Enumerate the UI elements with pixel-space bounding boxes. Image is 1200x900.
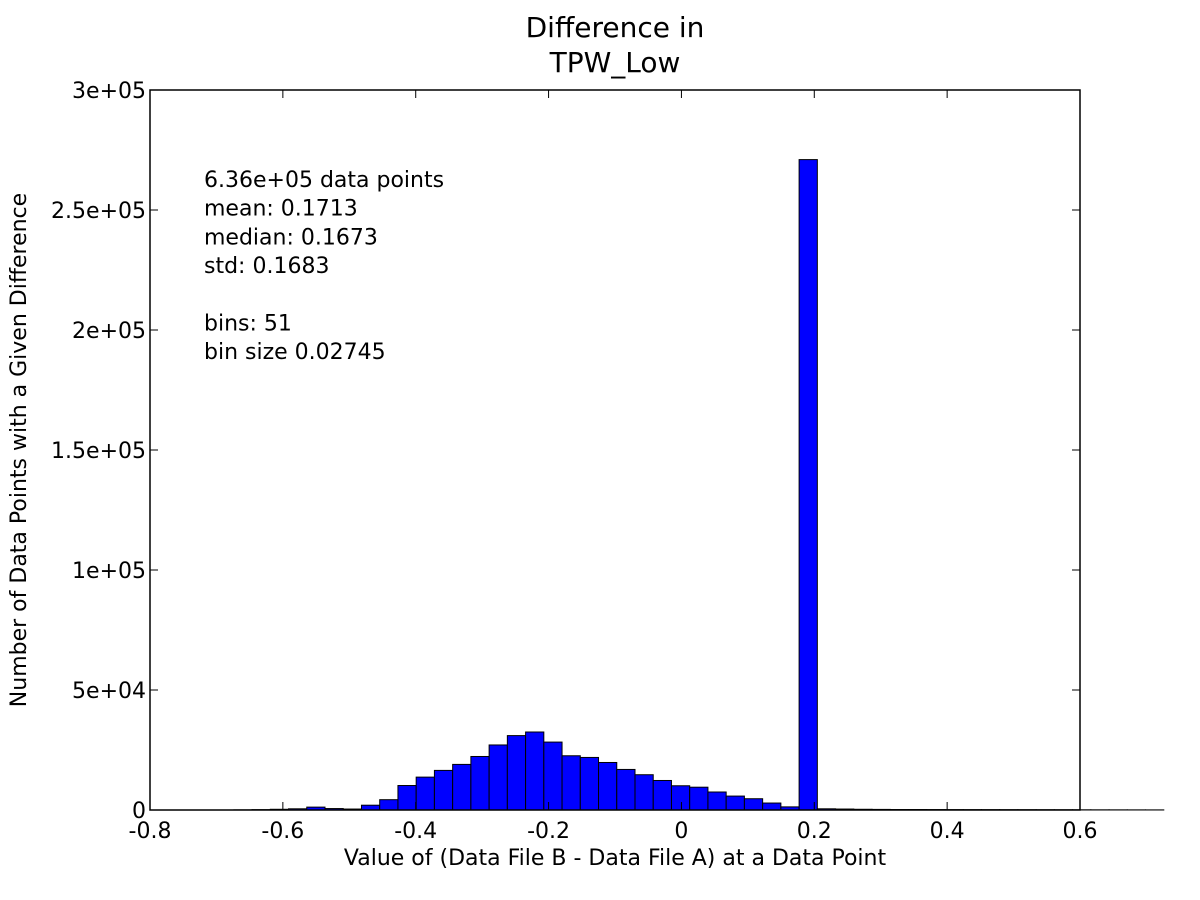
histogram-bar [452,763,472,811]
x-axis-label: Value of (Data File B - Data File A) at … [344,846,887,871]
histogram-bar [598,761,618,811]
x-tick-label: 0.2 [797,819,832,844]
stats-line: bins: 51 [204,312,292,337]
histogram-bar [652,779,672,811]
histogram-bar [689,786,709,811]
histogram-bar [798,159,818,811]
histogram-bar [379,799,399,811]
x-tick-label: -0.2 [527,819,570,844]
histogram-bar [470,755,490,811]
x-tick-label: -0.6 [261,819,304,844]
y-tick-label: 5e+04 [72,679,146,704]
stats-line: std: 0.1683 [204,254,329,279]
x-tick-label: -0.4 [394,819,437,844]
y-axis-label: Number of Data Points with a Given Diffe… [7,193,32,707]
stats-line: median: 0.1673 [204,225,378,250]
histogram-bar [762,802,782,811]
stats-line: 6.36e+05 data points [204,168,444,193]
x-tick-label: -0.8 [129,819,172,844]
histogram-bar [579,756,600,811]
stats-line: mean: 0.1713 [204,197,358,222]
y-tick-label: 1.5e+05 [51,439,146,464]
chart-title-line-2: TPW_Low [549,46,681,79]
y-tick-label: 0 [132,799,146,824]
x-tick-label: 0.6 [1063,819,1098,844]
y-tick-label: 2.5e+05 [51,199,146,224]
histogram-bar [488,744,508,811]
histogram-bar [397,785,417,811]
x-tick-label: 0 [674,819,688,844]
y-tick-label: 3e+05 [72,79,146,104]
histogram-bar [707,791,727,811]
x-tick-label: 0.4 [930,819,965,844]
y-tick-label: 1e+05 [72,559,146,584]
histogram-bar [433,769,454,811]
plot-frame [149,89,1081,811]
histogram-bar [561,755,581,811]
histogram-bar [506,735,527,811]
histogram-bars [233,159,1165,811]
histogram-bar [743,798,764,811]
histogram-bar [634,774,654,811]
axis-ticks: -0.8 -0.6 -0.4 -0.2 0 0.2 0.4 0.6 0 5e+04 1e+05 1.5… [51,79,1097,844]
histogram-bar [543,741,563,811]
histogram-bar [525,731,545,811]
histogram-bar [725,795,745,811]
histogram-bar [415,776,435,811]
histogram-bar [616,768,636,811]
stats-line: bin size 0.02745 [204,340,386,365]
stats-annotation: 6.36e+05 data points mean: 0.1713 median: … [204,168,444,365]
histogram-bar [670,785,691,811]
y-tick-label: 2e+05 [72,319,146,344]
chart-title-line-1: Difference in [526,11,705,44]
